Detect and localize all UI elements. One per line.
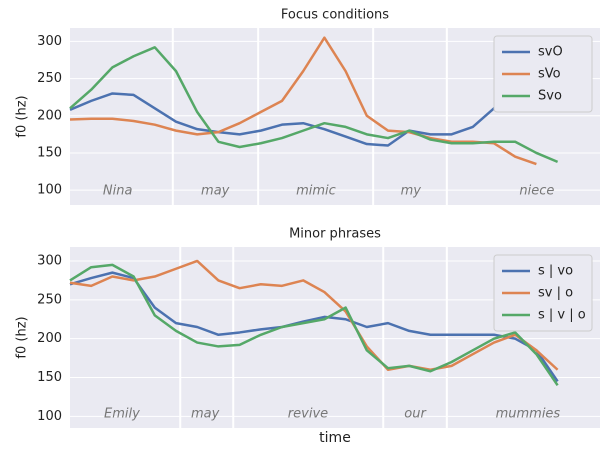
series-line xyxy=(69,271,559,383)
word-label: Emily xyxy=(104,407,140,422)
legend-label: sVo xyxy=(538,67,561,82)
word-label: may xyxy=(201,184,230,199)
x-axis-label: time xyxy=(319,430,351,445)
legend-label: sv | o xyxy=(538,286,573,301)
chart-title: Minor phrases xyxy=(289,227,381,242)
series-line xyxy=(69,259,559,371)
y-tick-label: 250 xyxy=(37,71,62,86)
y-tick-label: 300 xyxy=(37,34,62,49)
series-line xyxy=(69,36,537,166)
word-label: our xyxy=(404,407,427,422)
word-label: mimic xyxy=(296,184,336,199)
word-label: revive xyxy=(288,407,328,422)
word-label: Nina xyxy=(103,184,133,199)
legend-label: Svo xyxy=(538,89,562,104)
word-label: my xyxy=(401,184,422,199)
y-tick-label: 150 xyxy=(37,145,62,160)
word-label: mummies xyxy=(496,407,561,422)
series-line xyxy=(69,263,559,386)
legend-box xyxy=(493,35,593,113)
y-tick-label: 200 xyxy=(37,331,62,346)
chart-title: Focus conditions xyxy=(281,8,389,23)
y-axis-label: f0 (hz) xyxy=(15,95,30,137)
legend-label: s | vo xyxy=(538,264,573,279)
y-tick-label: 200 xyxy=(37,108,62,123)
legend-label: s | v | o xyxy=(538,308,586,323)
y-tick-label: 100 xyxy=(37,409,62,424)
series-line xyxy=(69,46,559,164)
word-label: may xyxy=(191,407,220,422)
y-tick-label: 150 xyxy=(37,370,62,385)
legend-box xyxy=(493,254,593,332)
legend-label: svO xyxy=(538,45,563,60)
y-tick-label: 250 xyxy=(37,292,62,307)
word-label: niece xyxy=(519,184,554,199)
y-tick-label: 300 xyxy=(37,253,62,268)
y-tick-label: 100 xyxy=(37,183,62,198)
y-axis-label: f0 (hz) xyxy=(15,316,30,358)
